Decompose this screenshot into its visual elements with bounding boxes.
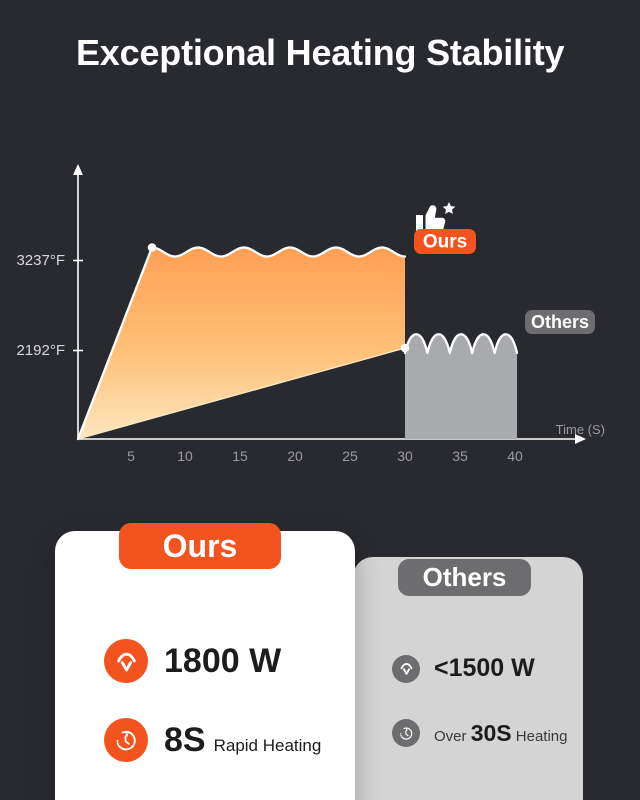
svg-text:25: 25 bbox=[342, 448, 358, 464]
svg-text:40: 40 bbox=[507, 448, 523, 464]
svg-text:30: 30 bbox=[397, 448, 413, 464]
svg-text:Time (S): Time (S) bbox=[556, 422, 605, 437]
svg-text:15: 15 bbox=[232, 448, 248, 464]
svg-text:10: 10 bbox=[177, 448, 193, 464]
svg-text:Others: Others bbox=[531, 312, 589, 332]
svg-text:Ours: Ours bbox=[423, 232, 467, 253]
svg-text:2192°F: 2192°F bbox=[16, 342, 65, 359]
svg-text:20: 20 bbox=[287, 448, 303, 464]
svg-text:35: 35 bbox=[452, 448, 468, 464]
svg-text:3237°F: 3237°F bbox=[16, 252, 65, 269]
svg-text:5: 5 bbox=[127, 448, 135, 464]
